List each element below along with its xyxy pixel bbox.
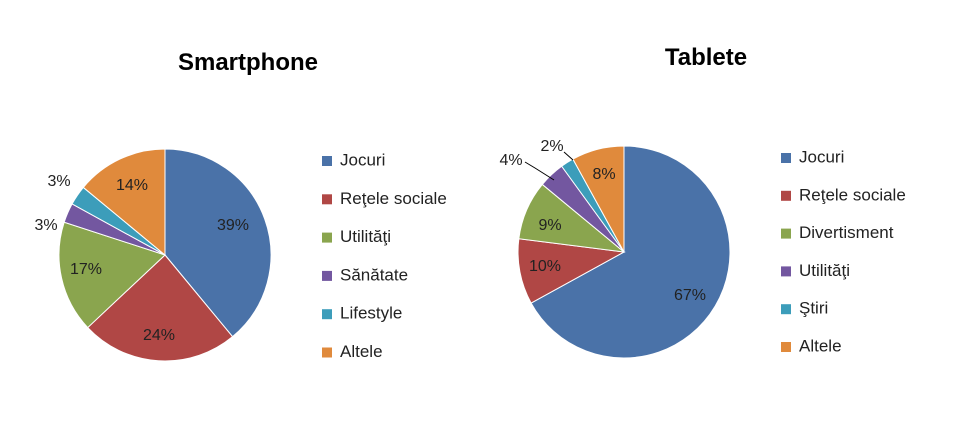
chart-title-smartphone: Smartphone	[178, 49, 318, 76]
legend-label-utilitati: Utilităţi	[799, 261, 850, 280]
legend-swatch-jocuri	[781, 153, 791, 163]
pie-slice-altele	[572, 145, 625, 253]
legend-swatch-sanatate	[322, 270, 332, 281]
legend-label-stiri: Ştiri	[799, 299, 828, 318]
legend-label-jocuri: Jocuri	[340, 150, 385, 169]
legend-label-utilitati: Utilităţi	[340, 227, 391, 246]
legend-label-retele-sociale: Reţele sociale	[340, 189, 447, 208]
legend-swatch-altele	[781, 342, 791, 352]
legend-swatch-retele-sociale	[781, 190, 791, 201]
pie-slice-utilitati	[58, 221, 166, 329]
legend-label-sanatate: Sănătate	[340, 265, 408, 284]
data-label-stiri: 2%	[540, 138, 563, 155]
data-label-retele-sociale: 24%	[143, 327, 175, 344]
data-label-altele: 8%	[592, 166, 615, 183]
legend-swatch-altele	[322, 347, 332, 358]
legend-swatch-utilitati	[322, 232, 332, 243]
legend-label-lifestyle: Lifestyle	[340, 304, 402, 323]
smartphone-pie-chart: Smartphone 39% 24% 17% 3% 3% 14% Jocuri Reţele…	[34, 49, 447, 362]
legend-swatch-stiri	[781, 304, 791, 315]
pie-slice-jocuri	[164, 148, 272, 338]
legend-label-altele: Altele	[799, 336, 842, 355]
data-label-jocuri: 67%	[674, 287, 706, 304]
chart-title-tablete: Tablete	[665, 44, 747, 71]
data-label-retele-sociale: 10%	[529, 258, 561, 275]
legend-label-divertisment: Divertisment	[799, 223, 894, 242]
data-label-utilitati: 17%	[70, 261, 102, 278]
legend-label-jocuri: Jocuri	[799, 147, 844, 166]
tablete-pie-chart: Tablete 67% 10% 9% 4% 2% 8% Jocuri Reţele soci…	[499, 44, 906, 359]
leader-line-2	[563, 151, 574, 161]
data-label-jocuri: 39%	[217, 217, 249, 234]
legend-swatch-lifestyle	[322, 309, 332, 320]
leader-line-1	[524, 161, 555, 181]
pie-slice-retele-sociale	[87, 254, 234, 362]
legend-swatch-jocuri	[322, 156, 332, 166]
data-label-altele: 14%	[116, 177, 148, 194]
data-label-divertisment: 9%	[538, 217, 561, 234]
legend-swatch-retele-sociale	[322, 194, 332, 205]
data-label-sanatate: 3%	[34, 217, 57, 234]
legend-label-retele-sociale: Reţele sociale	[799, 185, 906, 204]
pie-slice-jocuri	[530, 145, 731, 359]
legend-swatch-divertisment	[781, 228, 791, 239]
legend-swatch-utilitati	[781, 266, 791, 277]
data-label-lifestyle: 3%	[47, 173, 70, 190]
pie-slice-altele	[82, 148, 166, 257]
legend-label-altele: Altele	[340, 342, 383, 361]
data-label-utilitati: 4%	[499, 152, 522, 169]
